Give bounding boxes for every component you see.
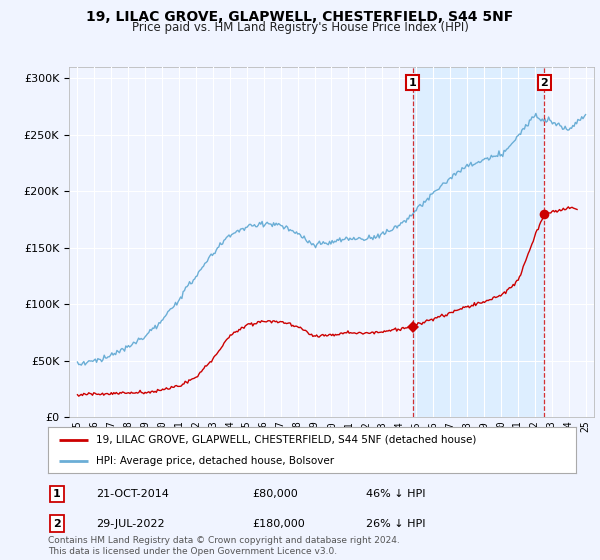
- Text: 19, LILAC GROVE, GLAPWELL, CHESTERFIELD, S44 5NF: 19, LILAC GROVE, GLAPWELL, CHESTERFIELD,…: [86, 10, 514, 24]
- Text: 2: 2: [53, 519, 61, 529]
- Text: 26% ↓ HPI: 26% ↓ HPI: [366, 519, 425, 529]
- Text: 1: 1: [409, 78, 416, 88]
- Text: Contains HM Land Registry data © Crown copyright and database right 2024.
This d: Contains HM Land Registry data © Crown c…: [48, 536, 400, 556]
- Text: HPI: Average price, detached house, Bolsover: HPI: Average price, detached house, Bols…: [95, 456, 334, 466]
- Text: 19, LILAC GROVE, GLAPWELL, CHESTERFIELD, S44 5NF (detached house): 19, LILAC GROVE, GLAPWELL, CHESTERFIELD,…: [95, 435, 476, 445]
- Text: 1: 1: [53, 489, 61, 499]
- Text: 21-OCT-2014: 21-OCT-2014: [96, 489, 169, 499]
- Text: £180,000: £180,000: [252, 519, 305, 529]
- Text: 29-JUL-2022: 29-JUL-2022: [96, 519, 164, 529]
- Text: 2: 2: [541, 78, 548, 88]
- Text: 46% ↓ HPI: 46% ↓ HPI: [366, 489, 425, 499]
- Text: £80,000: £80,000: [252, 489, 298, 499]
- Bar: [413, 67, 544, 417]
- Text: Price paid vs. HM Land Registry's House Price Index (HPI): Price paid vs. HM Land Registry's House …: [131, 21, 469, 34]
